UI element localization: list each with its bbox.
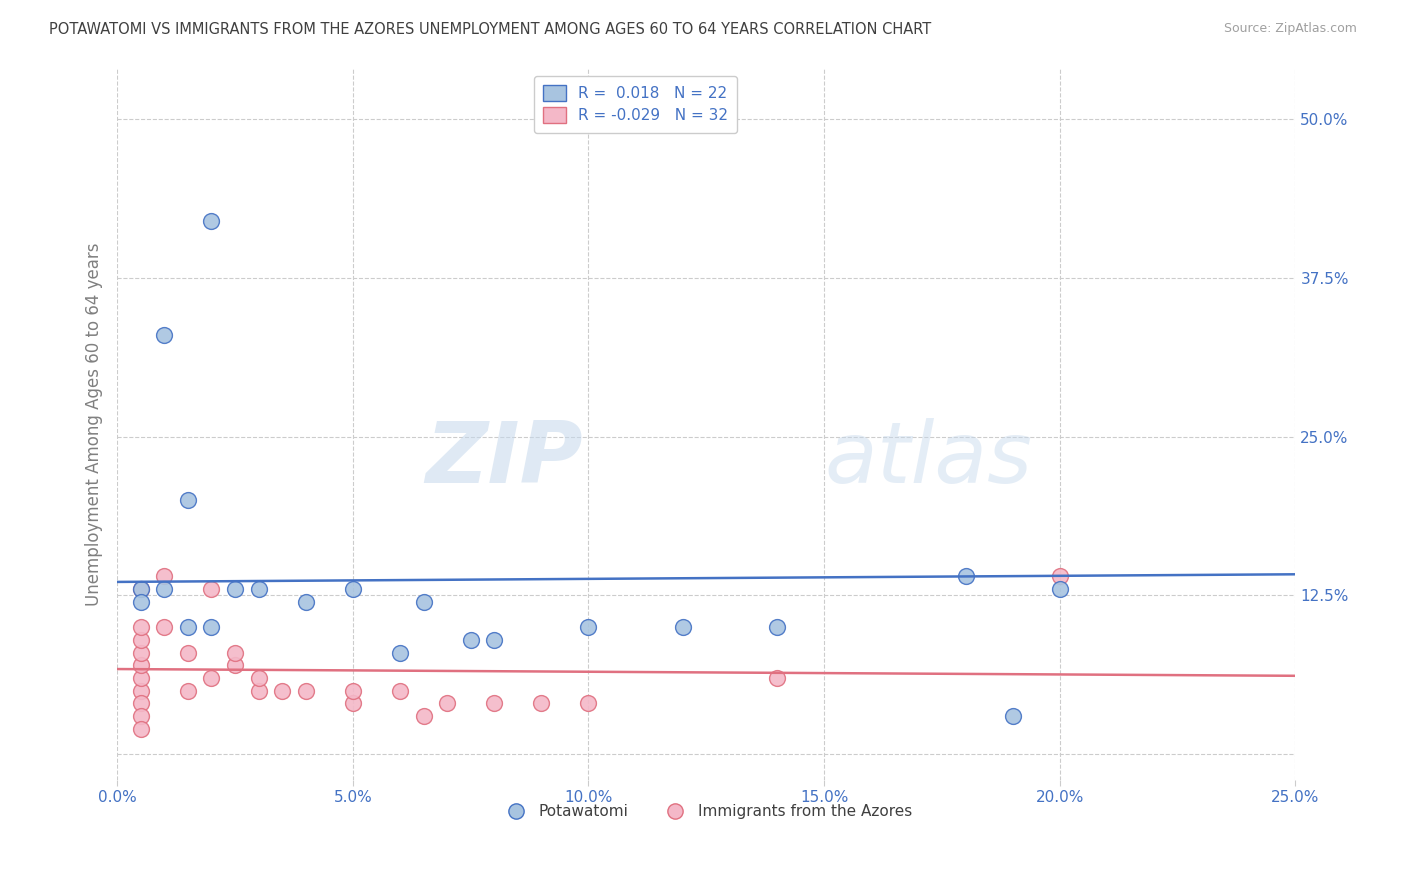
Point	[271, 683, 294, 698]
Point	[129, 683, 152, 698]
Point	[484, 632, 506, 647]
Point	[129, 646, 152, 660]
Point	[388, 646, 411, 660]
Point	[200, 620, 222, 634]
Point	[1049, 582, 1071, 596]
Point	[672, 620, 695, 634]
Text: Source: ZipAtlas.com: Source: ZipAtlas.com	[1223, 22, 1357, 36]
Point	[247, 582, 270, 596]
Legend: Potawatomi, Immigrants from the Azores: Potawatomi, Immigrants from the Azores	[495, 798, 918, 825]
Point	[766, 671, 789, 685]
Point	[129, 582, 152, 596]
Point	[412, 595, 434, 609]
Point	[177, 646, 200, 660]
Point	[129, 709, 152, 723]
Point	[177, 620, 200, 634]
Point	[436, 697, 458, 711]
Point	[153, 582, 176, 596]
Point	[129, 620, 152, 634]
Point	[294, 595, 316, 609]
Text: ZIP: ZIP	[425, 418, 582, 501]
Point	[200, 671, 222, 685]
Point	[342, 697, 364, 711]
Point	[153, 569, 176, 583]
Point	[129, 697, 152, 711]
Y-axis label: Unemployment Among Ages 60 to 64 years: Unemployment Among Ages 60 to 64 years	[86, 243, 103, 606]
Text: atlas: atlas	[824, 418, 1032, 501]
Point	[129, 632, 152, 647]
Point	[766, 620, 789, 634]
Text: POTAWATOMI VS IMMIGRANTS FROM THE AZORES UNEMPLOYMENT AMONG AGES 60 TO 64 YEARS : POTAWATOMI VS IMMIGRANTS FROM THE AZORES…	[49, 22, 931, 37]
Point	[153, 328, 176, 343]
Point	[200, 214, 222, 228]
Point	[177, 683, 200, 698]
Point	[129, 595, 152, 609]
Point	[412, 709, 434, 723]
Point	[224, 658, 246, 673]
Point	[200, 582, 222, 596]
Point	[129, 582, 152, 596]
Point	[1001, 709, 1024, 723]
Point	[530, 697, 553, 711]
Point	[578, 620, 600, 634]
Point	[129, 658, 152, 673]
Point	[224, 582, 246, 596]
Point	[129, 722, 152, 736]
Point	[342, 683, 364, 698]
Point	[247, 683, 270, 698]
Point	[129, 671, 152, 685]
Point	[388, 683, 411, 698]
Point	[484, 697, 506, 711]
Point	[578, 697, 600, 711]
Point	[177, 493, 200, 508]
Point	[955, 569, 977, 583]
Point	[247, 671, 270, 685]
Point	[294, 683, 316, 698]
Point	[460, 632, 482, 647]
Point	[342, 582, 364, 596]
Point	[1049, 569, 1071, 583]
Point	[224, 646, 246, 660]
Point	[153, 620, 176, 634]
